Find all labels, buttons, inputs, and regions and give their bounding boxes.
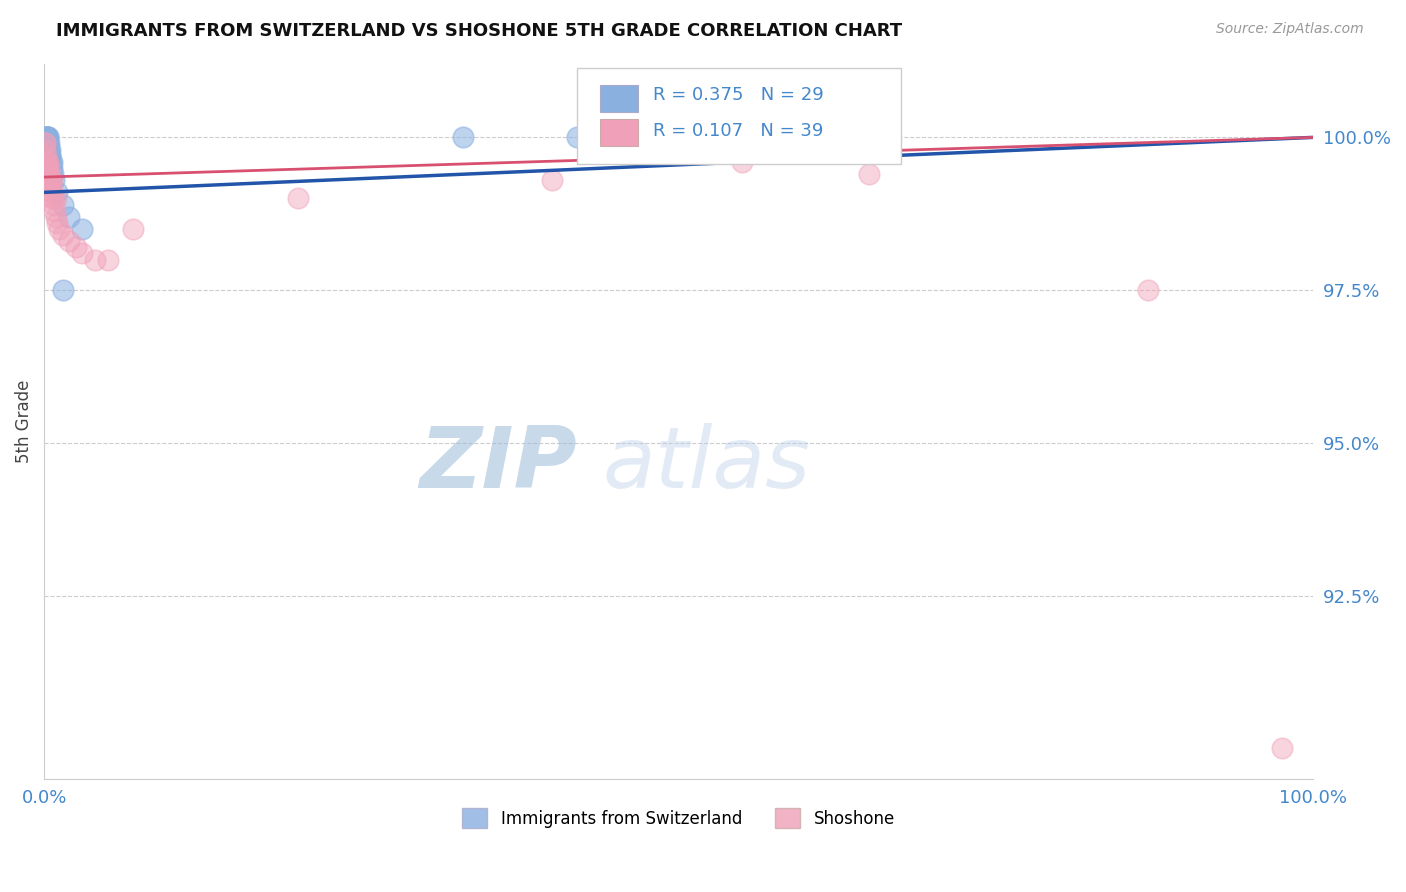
FancyBboxPatch shape xyxy=(576,68,901,164)
Point xyxy=(38,173,60,187)
Point xyxy=(58,210,80,224)
Point xyxy=(35,133,58,147)
Point xyxy=(34,136,56,151)
Point xyxy=(39,173,62,187)
Point xyxy=(122,222,145,236)
Point xyxy=(52,228,75,243)
Point xyxy=(35,154,58,169)
Point xyxy=(37,130,59,145)
Point xyxy=(70,222,93,236)
Point xyxy=(38,167,60,181)
Point xyxy=(34,143,56,157)
Text: IMMIGRANTS FROM SWITZERLAND VS SHOSHONE 5TH GRADE CORRELATION CHART: IMMIGRANTS FROM SWITZERLAND VS SHOSHONE … xyxy=(56,22,903,40)
Text: R = 0.107   N = 39: R = 0.107 N = 39 xyxy=(654,121,824,139)
Point xyxy=(38,143,60,157)
Point xyxy=(38,136,60,151)
Point xyxy=(37,154,59,169)
Point xyxy=(565,130,588,145)
Point xyxy=(34,130,56,145)
Text: ZIP: ZIP xyxy=(419,423,576,506)
FancyBboxPatch shape xyxy=(600,120,638,146)
Point xyxy=(37,130,59,145)
Point xyxy=(39,179,62,194)
Point xyxy=(41,161,63,175)
Point xyxy=(70,246,93,260)
Point xyxy=(34,149,56,163)
Point xyxy=(37,136,59,151)
Point xyxy=(1270,741,1292,756)
Point xyxy=(540,173,562,187)
Point xyxy=(41,192,63,206)
Point xyxy=(858,167,880,181)
Text: R = 0.375   N = 29: R = 0.375 N = 29 xyxy=(654,86,824,103)
Point xyxy=(34,136,56,151)
Point xyxy=(34,136,56,151)
Point xyxy=(35,130,58,145)
Point xyxy=(451,130,474,145)
Legend: Immigrants from Switzerland, Shoshone: Immigrants from Switzerland, Shoshone xyxy=(456,801,901,835)
Point xyxy=(97,252,120,267)
Point xyxy=(44,173,66,187)
Point xyxy=(42,192,65,206)
Point xyxy=(42,197,65,211)
Point xyxy=(35,161,58,175)
Point xyxy=(731,154,754,169)
Point xyxy=(52,283,75,297)
Point xyxy=(65,240,87,254)
Point xyxy=(37,161,59,175)
Point xyxy=(44,203,66,218)
Point xyxy=(34,143,56,157)
Point xyxy=(35,154,58,169)
Point xyxy=(1137,283,1160,297)
Text: Source: ZipAtlas.com: Source: ZipAtlas.com xyxy=(1216,22,1364,37)
Point xyxy=(41,186,63,200)
Point xyxy=(45,216,67,230)
Point xyxy=(41,154,63,169)
Point xyxy=(35,130,58,145)
Text: atlas: atlas xyxy=(603,423,810,506)
Point xyxy=(39,179,62,194)
Point xyxy=(38,161,60,175)
Point xyxy=(44,210,66,224)
Point xyxy=(39,154,62,169)
Point xyxy=(38,149,60,163)
Point xyxy=(44,192,66,206)
Point xyxy=(48,222,70,236)
Point xyxy=(58,234,80,248)
Point xyxy=(37,167,59,181)
Point xyxy=(34,136,56,151)
FancyBboxPatch shape xyxy=(600,85,638,112)
Point xyxy=(83,252,105,267)
Point xyxy=(37,130,59,145)
Point xyxy=(52,197,75,211)
Point xyxy=(42,167,65,181)
Point xyxy=(39,143,62,157)
Point xyxy=(39,149,62,163)
Point xyxy=(35,130,58,145)
Y-axis label: 5th Grade: 5th Grade xyxy=(15,380,32,463)
Point xyxy=(287,192,309,206)
Point xyxy=(41,173,63,187)
Point xyxy=(45,186,67,200)
